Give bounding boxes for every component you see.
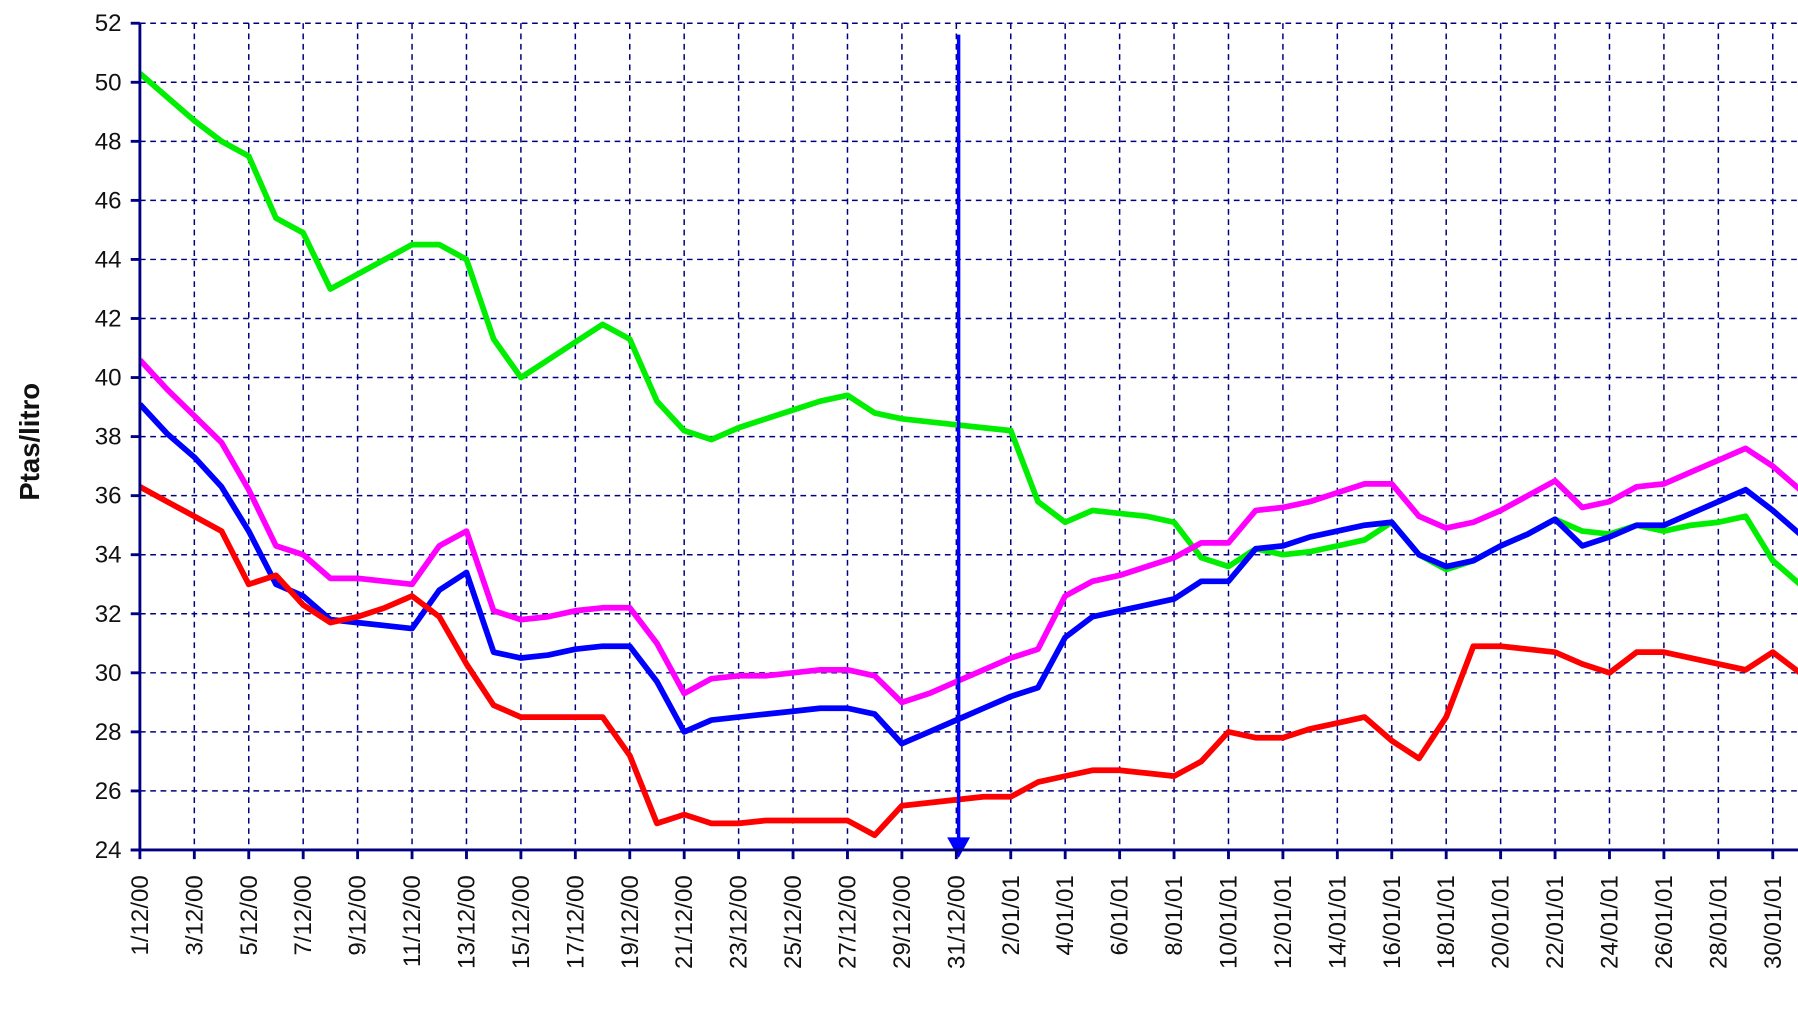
y-tick-label: 28 (95, 719, 122, 746)
x-tick-label: 7/12/00 (290, 875, 317, 955)
series-line (139, 484, 1798, 839)
x-tick-label: 28/01/01 (1705, 875, 1732, 969)
y-tick-label: 46 (95, 187, 122, 214)
x-tick-label: 19/12/00 (617, 875, 644, 969)
x-tick-label: 30/01/01 (1760, 875, 1787, 969)
y-tick-label: 24 (95, 837, 122, 864)
x-tick-label: 29/12/00 (889, 875, 916, 969)
x-tick-label: 14/01/01 (1324, 875, 1351, 969)
x-tick-label: 16/01/01 (1379, 875, 1406, 969)
x-tick-label: 17/12/00 (562, 875, 589, 969)
y-tick-label: 30 (95, 660, 122, 687)
x-tick-label: 9/12/00 (345, 875, 372, 955)
x-tick-label: 10/01/01 (1216, 875, 1243, 969)
x-tick-label: 20/01/01 (1488, 875, 1515, 969)
series-line (139, 71, 1798, 587)
grid (139, 22, 1798, 850)
x-tick-label: 27/12/00 (835, 875, 862, 969)
y-tick-label: 36 (95, 483, 122, 510)
x-tick-label: 31/12/00 (943, 875, 970, 969)
x-tick-label: 21/12/00 (671, 875, 698, 969)
x-tick-label: 8/01/01 (1161, 875, 1188, 955)
x-tick-label: 6/01/01 (1107, 875, 1134, 955)
x-tick-label: 23/12/00 (726, 875, 753, 969)
x-tick-label: 15/12/00 (508, 875, 535, 969)
lines (139, 71, 1798, 839)
x-tick-label: 26/01/01 (1651, 875, 1678, 969)
x-tick-label: 25/12/00 (780, 875, 807, 969)
y-tick-label: 38 (95, 424, 122, 451)
x-tick-label: 3/12/00 (181, 875, 208, 955)
series-line (139, 402, 1798, 747)
marker-arrowhead (947, 837, 971, 859)
x-tick-label: 2/01/01 (998, 875, 1025, 955)
y-tick-label: 42 (95, 306, 122, 333)
series-line (139, 357, 1798, 706)
x-tick-label: 22/01/01 (1542, 875, 1569, 969)
x-tick-label: 13/12/00 (453, 875, 480, 969)
y-tick-label: 32 (95, 601, 122, 628)
y-tick-label: 50 (95, 69, 122, 96)
y-tick-label: 26 (95, 778, 122, 805)
x-tick-label: 12/01/01 (1270, 875, 1297, 969)
y-tick-label: 40 (95, 365, 122, 392)
x-tick-label: 24/01/01 (1597, 875, 1624, 969)
x-tick-label: 1/12/00 (127, 875, 154, 955)
y-tick-label: 52 (95, 10, 122, 37)
y-tick-label: 48 (95, 128, 122, 155)
x-tick-label: 5/12/00 (236, 875, 263, 955)
y-tick-label: 44 (95, 246, 122, 273)
y-tick-label: 34 (95, 542, 122, 569)
x-tick-label: 18/01/01 (1433, 875, 1460, 969)
x-tick-label: 4/01/01 (1052, 875, 1079, 955)
y-axis-label: Ptas/litro (14, 383, 45, 501)
axes: 24 26 28 30 32 34 36 38 40 42 44 46 48 50 52 1/12/00 3/1… (95, 10, 1798, 969)
x-tick-label: 11/12/00 (399, 875, 426, 967)
